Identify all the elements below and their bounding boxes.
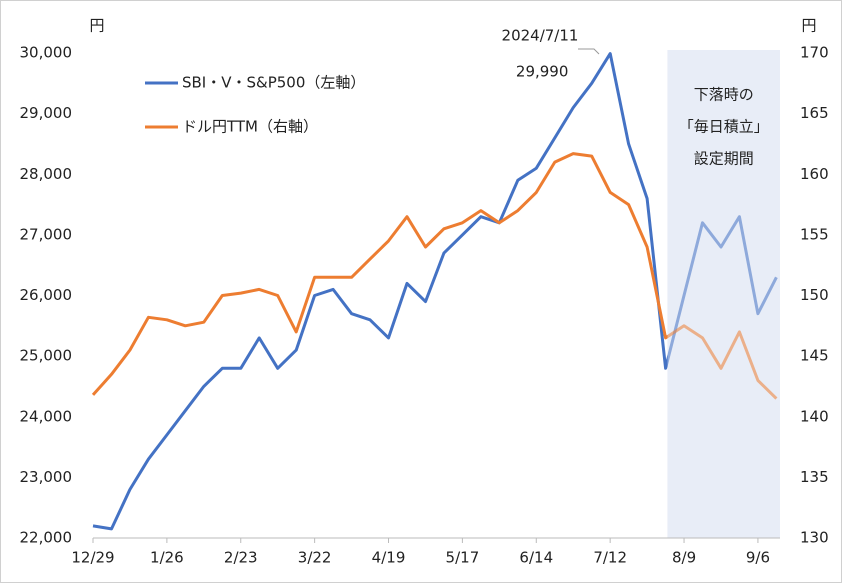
y-tick-label: 28,000 [20, 165, 73, 183]
x-tick-label: 5/17 [446, 549, 480, 567]
y2-tick-label: 170 [800, 44, 829, 62]
y2-tick-label: 140 [800, 407, 829, 425]
y-tick-label: 23,000 [20, 468, 73, 486]
y2-unit: 円 [801, 17, 816, 35]
y-tick-label: 27,000 [20, 225, 73, 243]
x-tick-label: 12/29 [71, 549, 114, 567]
y2-tick-label: 165 [800, 104, 829, 122]
y2-tick-label: 135 [800, 468, 829, 486]
y2-tick-label: 130 [800, 529, 829, 547]
peak-date: 2024/7/11 [502, 27, 579, 45]
shaded-note: 「毎日積立」 [679, 118, 769, 136]
y-tick-label: 25,000 [20, 347, 73, 365]
x-tick-label: 9/6 [746, 549, 770, 567]
shaded-note: 下落時の [694, 86, 754, 104]
y2-tick-label: 145 [800, 347, 829, 365]
shaded-note: 設定期間 [694, 150, 754, 168]
series-line [91, 152, 778, 400]
y-tick-label: 29,000 [20, 104, 73, 122]
data-label: 29,990 [516, 63, 569, 81]
y-tick-label: 30,000 [20, 44, 73, 62]
legend-label: SBI・V・S&P500（左軸） [182, 74, 365, 92]
x-tick-label: 1/26 [150, 549, 184, 567]
y-tick-label: 22,000 [20, 529, 73, 547]
y-tick-label: 24,000 [20, 407, 73, 425]
x-tick-label: 2/23 [224, 549, 258, 567]
shaded-period [667, 50, 780, 538]
x-tick-label: 4/19 [372, 549, 406, 567]
x-tick-label: 7/12 [593, 549, 627, 567]
y2-tick-label: 155 [800, 225, 829, 243]
series-line [92, 52, 778, 531]
y2-tick-label: 160 [800, 165, 829, 183]
legend-label: ドル円TTM（右軸） [182, 118, 318, 136]
y-tick-label: 26,000 [20, 286, 73, 304]
leader-line [578, 48, 600, 55]
x-tick-label: 8/9 [672, 549, 696, 567]
y-unit: 円 [89, 17, 104, 35]
y2-tick-label: 150 [800, 286, 829, 304]
x-tick-label: 3/22 [298, 549, 332, 567]
x-tick-label: 6/14 [519, 549, 553, 567]
